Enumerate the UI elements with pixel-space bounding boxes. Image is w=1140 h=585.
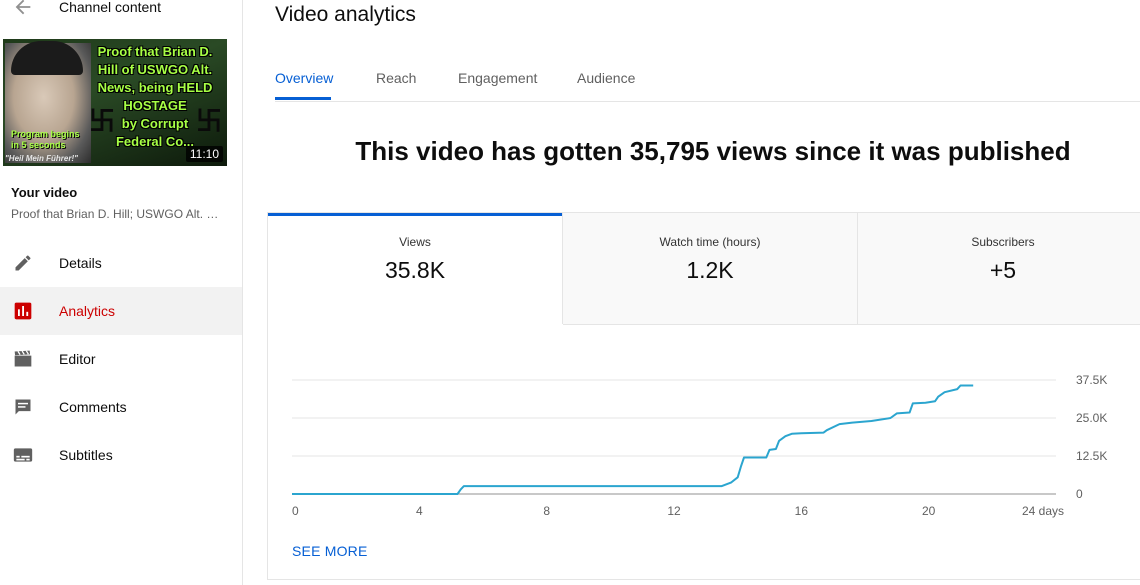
active-tab-indicator xyxy=(275,97,331,100)
video-duration-badge: 11:10 xyxy=(186,146,223,162)
subtitles-icon xyxy=(13,445,33,465)
thumbnail-quote: "Heil Mein Führer!" xyxy=(5,154,78,163)
nav-item-comments[interactable]: Comments xyxy=(0,383,242,431)
y-tick-label: 37.5K xyxy=(1076,373,1107,387)
y-tick-label: 25.0K xyxy=(1076,411,1107,425)
thumbnail-symbol-left: 卐 xyxy=(89,101,115,138)
nav-item-analytics[interactable]: Analytics xyxy=(0,287,242,335)
nav-item-label: Analytics xyxy=(59,303,115,319)
sidebar: Channel content Proof that Brian D. Hill… xyxy=(0,0,243,585)
tab-reach[interactable]: Reach xyxy=(376,70,416,86)
video-title: Proof that Brian D. Hill; USWGO Alt. New… xyxy=(11,207,221,221)
x-tick-label: 4 xyxy=(416,504,423,518)
tab-audience[interactable]: Audience xyxy=(577,70,635,86)
back-arrow-icon[interactable] xyxy=(12,0,34,18)
analytics-icon xyxy=(13,301,33,321)
nav-item-label: Subtitles xyxy=(59,447,113,463)
x-tick-label: 20 xyxy=(922,504,936,518)
metric-value: 1.2K xyxy=(563,257,857,284)
metric-tab-subscribers[interactable]: Subscribers +5 xyxy=(858,213,1140,325)
nav-item-label: Comments xyxy=(59,399,127,415)
comment-icon xyxy=(13,397,33,417)
x-tick-label: 8 xyxy=(543,504,550,518)
nav-item-label: Details xyxy=(59,255,102,271)
tab-overview[interactable]: Overview xyxy=(275,70,333,86)
x-tick-label: 24 days xyxy=(1022,504,1064,518)
thumbnail-subtext: Program begins in 5 seconds xyxy=(11,129,80,151)
nav-item-editor[interactable]: Editor xyxy=(0,335,242,383)
your-video-label: Your video xyxy=(11,185,77,200)
views-headline: This video has gotten 35,795 views since… xyxy=(243,136,1140,167)
x-tick-label: 16 xyxy=(795,504,809,518)
metric-label: Watch time (hours) xyxy=(563,235,857,249)
metric-tab-views[interactable]: Views 35.8K xyxy=(268,213,563,324)
nav-item-details[interactable]: Details xyxy=(0,239,242,287)
metric-tab-watch-time[interactable]: Watch time (hours) 1.2K xyxy=(563,213,858,325)
nav-item-subtitles[interactable]: Subtitles xyxy=(0,431,242,479)
pencil-icon xyxy=(13,253,33,273)
active-metric-indicator xyxy=(268,213,562,216)
metric-value: 35.8K xyxy=(268,257,562,284)
views-line-chart[interactable]: 0 12.5K 25.0K 37.5K 0 4 8 12 16 20 24 days xyxy=(268,325,1140,525)
tab-engagement[interactable]: Engagement xyxy=(458,70,537,86)
see-more-link[interactable]: SEE MORE xyxy=(292,543,368,559)
analytics-card: Views 35.8K Watch time (hours) 1.2K Subs… xyxy=(267,212,1140,580)
channel-content-label[interactable]: Channel content xyxy=(59,0,161,15)
x-tick-label: 12 xyxy=(667,504,681,518)
x-tick-label: 0 xyxy=(292,504,299,518)
page-title: Video analytics xyxy=(275,3,416,27)
y-tick-label: 0 xyxy=(1076,487,1083,501)
y-tick-label: 12.5K xyxy=(1076,449,1107,463)
main-content: Video analytics Overview Reach Engagemen… xyxy=(243,0,1140,585)
video-thumbnail[interactable]: Proof that Brian D. Hill of USWGO Alt. N… xyxy=(3,39,227,166)
metric-value: +5 xyxy=(858,257,1140,284)
clapperboard-icon xyxy=(13,349,33,369)
tabs-divider xyxy=(275,101,1140,102)
metric-label: Subscribers xyxy=(858,235,1140,249)
thumbnail-symbol-right: 卐 xyxy=(196,101,222,138)
metric-label: Views xyxy=(268,235,562,249)
back-to-channel-content[interactable]: Channel content xyxy=(0,0,242,22)
views-series-line[interactable] xyxy=(292,386,973,495)
nav-item-label: Editor xyxy=(59,351,96,367)
